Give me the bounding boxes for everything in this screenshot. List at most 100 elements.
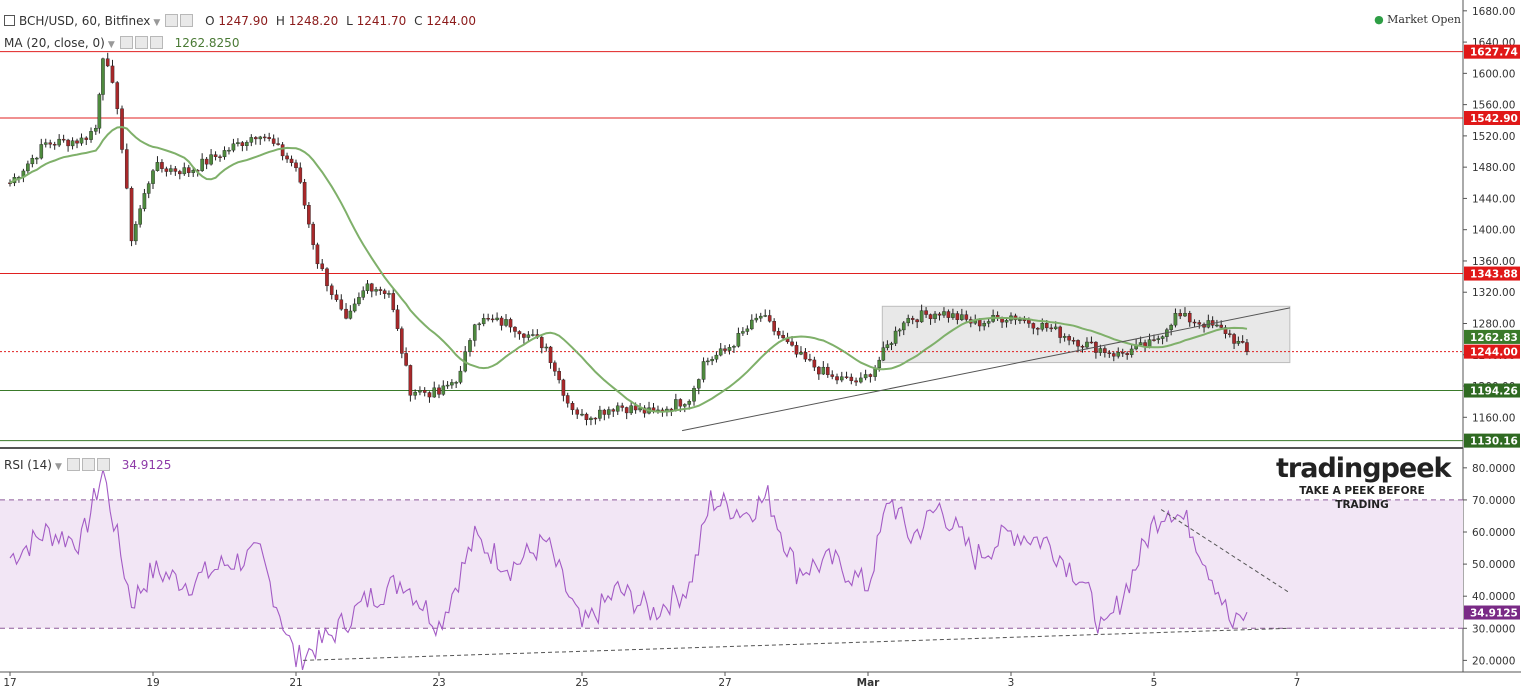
ma-header: MA (20, close, 0) ▼ 1262.8250 — [4, 36, 239, 50]
candle-body — [454, 382, 458, 384]
candle-body — [432, 387, 437, 398]
level-badge — [1464, 383, 1520, 398]
rsi-value: 34.9125 — [121, 458, 172, 472]
time-tick-label: Mar — [857, 677, 881, 688]
close-icon[interactable] — [96, 458, 110, 471]
candle-body — [589, 417, 593, 421]
candle-body — [285, 155, 289, 160]
candle-body — [933, 313, 937, 320]
candle-body — [115, 82, 120, 109]
symbol-header: BCH/USD, 60, Bitfinex ▼ O 1247.90 H 1248.… — [4, 14, 476, 28]
candle-body — [808, 358, 812, 361]
candle-body — [70, 140, 75, 147]
price-tick-label: 1560.00 — [1472, 100, 1515, 112]
candle-body — [964, 314, 969, 320]
candle-body — [718, 348, 723, 356]
time-tick-label: 17 — [3, 677, 16, 688]
candle-body — [955, 313, 960, 320]
rsi-trend-bottom — [303, 627, 1290, 661]
candle-body — [696, 379, 701, 389]
candle-body — [1040, 323, 1045, 330]
candle-body — [504, 319, 508, 326]
candle-body — [43, 142, 48, 145]
candle-body — [1129, 348, 1134, 355]
collapse-icon[interactable] — [4, 15, 15, 26]
candle-body — [678, 399, 683, 407]
candle-body — [204, 158, 209, 165]
candle-body — [790, 341, 794, 346]
candle-body — [1232, 334, 1236, 344]
price-tick-label: 1160.00 — [1472, 412, 1515, 424]
rsi-label[interactable]: RSI (14) — [4, 458, 52, 472]
time-tick-label: 3 — [1008, 677, 1015, 688]
candle-body — [315, 244, 320, 265]
tradingpeek-logo: tradingpeek TAKE A PEEK BEFORE TRADING — [1276, 454, 1451, 512]
candle-body — [39, 144, 44, 159]
candle-body — [821, 366, 826, 375]
rsi-tick-label: 80.0000 — [1472, 463, 1515, 475]
candle-body — [513, 326, 517, 332]
candle-body — [701, 361, 706, 380]
candle-body — [817, 366, 821, 375]
candle-body — [1062, 336, 1067, 338]
candle-body — [692, 387, 696, 402]
settings-icon[interactable] — [180, 14, 194, 27]
candle-body — [258, 136, 263, 140]
ma-dropdown-icon[interactable]: ▼ — [107, 40, 115, 50]
candle-body — [441, 385, 446, 395]
candle-body — [437, 387, 441, 395]
open-label: O — [205, 14, 215, 28]
candle-body — [854, 380, 858, 383]
candle-body — [557, 371, 561, 381]
candle-body — [173, 168, 178, 172]
candle-body — [548, 346, 553, 363]
ma-label[interactable]: MA (20, close, 0) — [4, 36, 105, 50]
rsi-dropdown-icon[interactable]: ▼ — [54, 462, 62, 472]
candle-body — [1156, 338, 1161, 340]
candle-body — [687, 400, 692, 405]
time-tick-label: 5 — [1151, 677, 1158, 688]
close-icon[interactable] — [149, 36, 163, 49]
candle-body — [134, 224, 138, 242]
candle-body — [1031, 323, 1036, 329]
price-tick-label: 1480.00 — [1472, 162, 1515, 174]
trendline — [682, 307, 1290, 432]
settings-icon[interactable] — [134, 36, 148, 49]
eye-icon[interactable] — [66, 458, 80, 471]
eye-icon[interactable] — [165, 14, 179, 27]
level-badge — [1464, 110, 1520, 125]
candle-body — [30, 158, 35, 165]
rsi-badge-label: 34.9125 — [1470, 608, 1518, 620]
candle-body — [1053, 326, 1058, 329]
candle-body — [859, 377, 863, 383]
symbol-label[interactable]: BCH/USD, 60, Bitfinex — [19, 14, 151, 28]
candle-body — [897, 329, 902, 332]
candle-body — [1027, 319, 1031, 324]
rsi-tick-label: 60.0000 — [1472, 527, 1515, 539]
candle-body — [1192, 321, 1197, 324]
candle-body — [602, 409, 607, 415]
level-badge — [1464, 266, 1520, 281]
candle-body — [481, 318, 486, 325]
candle-body — [468, 340, 472, 352]
eye-icon[interactable] — [119, 36, 133, 49]
price-tick-label: 1400.00 — [1472, 225, 1515, 237]
candle-body — [151, 170, 155, 184]
price-tick-label: 1280.00 — [1472, 318, 1515, 330]
candle-body — [584, 413, 589, 421]
candle-body — [754, 317, 759, 321]
price-tick-label: 1600.00 — [1472, 68, 1515, 80]
settings-icon[interactable] — [81, 458, 95, 471]
candle-body — [745, 328, 750, 332]
symbol-dropdown-icon[interactable]: ▼ — [153, 18, 161, 28]
candle-body — [1138, 342, 1143, 345]
ma-value: 1262.8250 — [174, 36, 240, 50]
candle-body — [1227, 333, 1232, 335]
candle-body — [236, 142, 240, 145]
candle-body — [422, 390, 427, 393]
candle-body — [1085, 341, 1089, 348]
candle-body — [1107, 352, 1112, 354]
time-tick-label: 7 — [1294, 677, 1301, 688]
time-tick-label: 25 — [575, 677, 588, 688]
